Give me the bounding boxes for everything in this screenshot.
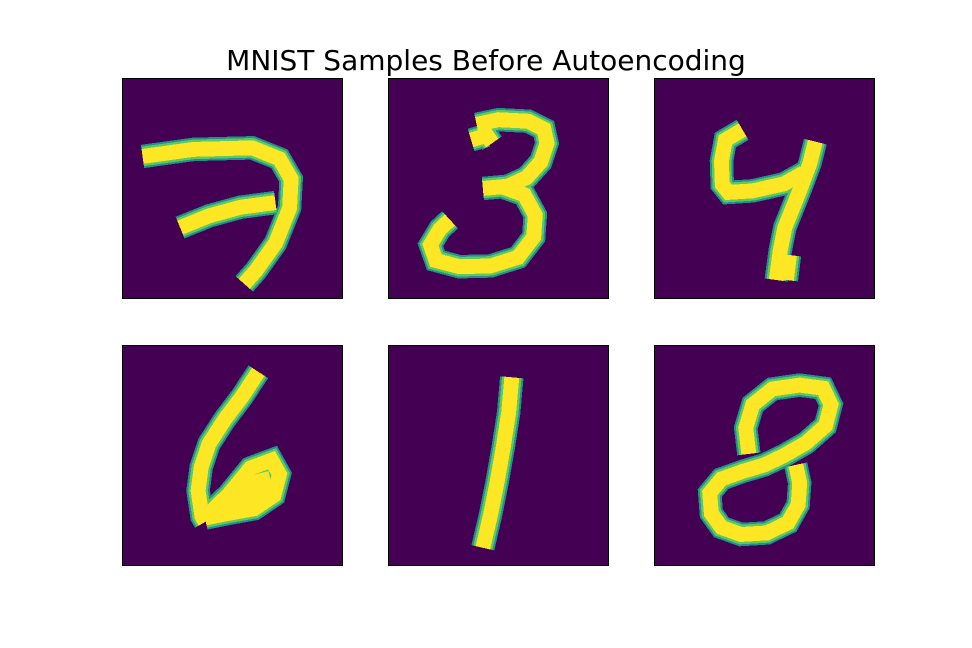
digit-image-4 <box>654 78 875 299</box>
digit-image-6 <box>122 345 343 566</box>
digit-image-7 <box>122 78 343 299</box>
digit-image-8 <box>654 345 875 566</box>
digit-image-1 <box>388 345 609 566</box>
figure-title: MNIST Samples Before Autoencoding <box>226 44 746 77</box>
digit-image-3 <box>388 78 609 299</box>
